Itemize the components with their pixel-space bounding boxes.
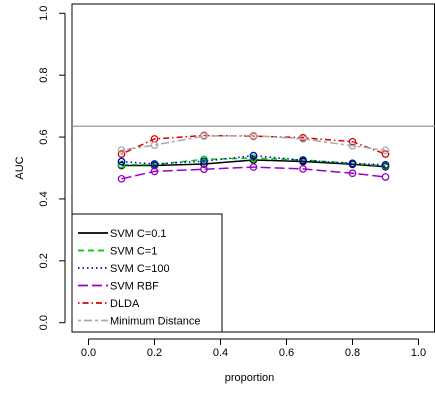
- y-tick-label: 0.2: [38, 253, 50, 268]
- data-point: [117, 160, 126, 169]
- y-tick-label: 1.0: [38, 6, 50, 21]
- data-point: [299, 165, 307, 173]
- data-point: [117, 174, 126, 183]
- data-point: [348, 159, 357, 168]
- series-layer: [117, 131, 390, 183]
- legend-label-0: SVM C=0.1: [110, 228, 167, 240]
- y-tick-label: 0.6: [38, 129, 50, 144]
- x-tick-label: 0.6: [279, 347, 294, 359]
- series-line-3: [121, 166, 386, 180]
- data-point: [348, 169, 357, 178]
- data-point: [299, 156, 307, 165]
- data-point: [348, 137, 357, 146]
- data-point: [249, 154, 258, 162]
- x-tick-label: 0.4: [213, 347, 228, 359]
- series-line-4: [121, 134, 386, 155]
- legend-label-3: SVM RBF: [110, 281, 159, 293]
- data-point: [348, 141, 357, 150]
- data-point: [249, 163, 258, 171]
- data-point: [381, 173, 390, 181]
- y-tick-label: 0.4: [38, 191, 50, 206]
- data-point: [150, 141, 159, 149]
- y-tick-label: 0.8: [38, 68, 50, 83]
- data-point: [381, 146, 390, 155]
- series-line-5: [121, 134, 386, 152]
- data-point: [299, 135, 307, 143]
- data-point: [117, 146, 126, 154]
- x-axis-label: proportion: [225, 372, 275, 384]
- data-point: [381, 150, 390, 158]
- axes-layer: 0.0 0.2 0.4 0.6 0.8 1.0 0.0 0.2 0.4 0.6 0.8 1.0 prop…: [14, 3, 435, 384]
- data-point: [200, 132, 208, 140]
- x-tick-label: 1.0: [411, 347, 426, 359]
- legend-label-2: SVM C=100: [110, 263, 170, 275]
- legend: SVM C=0.1 SVM C=1 SVM C=100 SVM RBF DLDA Mini…: [71, 213, 223, 333]
- legend-label-4: DLDA: [110, 298, 140, 310]
- data-point: [117, 150, 126, 158]
- data-point: [117, 157, 126, 166]
- series-line-1: [121, 157, 386, 167]
- data-point: [381, 161, 390, 169]
- data-point: [200, 160, 208, 168]
- data-point: [249, 151, 258, 160]
- data-point: [150, 167, 159, 176]
- x-tick-label: 0.0: [81, 347, 96, 359]
- series-line-0: [121, 159, 386, 168]
- data-point: [249, 131, 258, 140]
- x-tick-label: 0.2: [147, 347, 162, 359]
- legend-label-1: SVM C=1: [110, 246, 157, 258]
- data-point: [200, 157, 208, 166]
- y-axis-label: AUC: [14, 156, 26, 179]
- y-tick-label: 0.0: [38, 315, 50, 330]
- data-point: [200, 165, 208, 174]
- legend-label-5: Minimum Distance: [110, 316, 200, 328]
- data-point: [150, 160, 159, 168]
- x-tick-label: 0.8: [345, 347, 360, 359]
